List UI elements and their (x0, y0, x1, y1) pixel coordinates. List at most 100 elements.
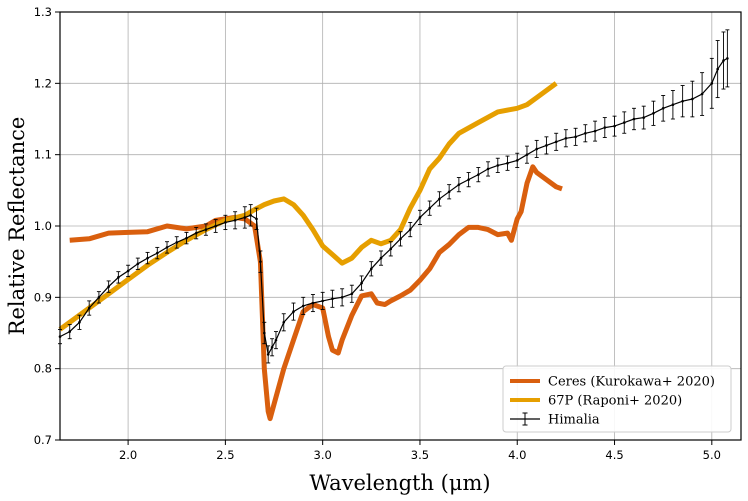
data-point (224, 221, 227, 224)
data-point (360, 281, 363, 285)
y-tick-label: 1.0 (34, 219, 52, 233)
series-line-himalia (59, 57, 728, 357)
y-tick-label: 0.8 (34, 362, 52, 376)
data-point (282, 321, 286, 324)
data-point (661, 107, 665, 110)
data-point (632, 117, 636, 121)
data-point (438, 197, 441, 201)
x-tick-label: 3.5 (411, 448, 429, 462)
data-point (117, 276, 120, 279)
data-point (185, 236, 188, 240)
data-point (700, 92, 704, 96)
data-point (593, 129, 597, 133)
x-tick-label: 2.0 (119, 448, 137, 462)
data-point (255, 217, 258, 221)
data-point (370, 267, 373, 271)
data-point (564, 136, 568, 140)
legend: Ceres (Kurokawa+ 2020) 67P (Raponi+ 2020… (502, 365, 732, 433)
series-errorbars-himalia (58, 29, 730, 364)
data-point (554, 140, 558, 144)
plot-area (58, 29, 730, 422)
data-point (194, 231, 198, 235)
y-axis-label: Relative Reflectance (5, 117, 29, 336)
data-point (467, 178, 470, 181)
data-point (447, 190, 451, 194)
data-point (710, 82, 714, 85)
y-tick-label: 1.3 (34, 5, 52, 19)
data-point (428, 206, 431, 210)
axis-ticks: 2.0 2.5 3.0 3.5 4.0 4.5 5.0 0.7 0.8 0.9 1.0 1.1 1.2 1… (34, 5, 721, 462)
y-tick-label: 1.2 (34, 76, 52, 90)
data-point (87, 306, 91, 310)
data-point (603, 126, 607, 129)
data-point (266, 353, 270, 356)
data-point (146, 256, 149, 260)
data-point (506, 161, 509, 165)
data-point (716, 67, 719, 71)
legend-swatch-himalia (510, 412, 540, 426)
data-point (350, 292, 354, 296)
legend-label-67p: 67P (Raponi+ 2020) (548, 394, 682, 409)
data-point (78, 321, 81, 324)
data-point (691, 97, 694, 101)
data-point (175, 241, 179, 244)
data-point (496, 164, 500, 167)
data-point (204, 228, 208, 231)
data-point (270, 345, 274, 349)
data-point (477, 173, 480, 176)
data-point (97, 296, 101, 299)
data-point (726, 57, 729, 60)
x-tick-label: 4.5 (605, 448, 623, 462)
data-point (535, 147, 538, 151)
data-point (486, 167, 490, 171)
data-point (671, 103, 675, 107)
data-point (722, 59, 725, 62)
data-point (107, 285, 110, 288)
data-point (292, 310, 295, 313)
data-point (584, 131, 587, 135)
data-point (233, 218, 237, 222)
data-point (379, 256, 383, 260)
data-point (249, 214, 252, 217)
data-point (681, 99, 684, 103)
data-point (259, 260, 262, 263)
y-tick-label: 0.9 (34, 290, 52, 304)
data-point (515, 159, 519, 162)
data-point (652, 111, 655, 115)
data-point (165, 246, 169, 249)
data-point (311, 301, 315, 305)
data-point (545, 144, 548, 147)
data-point (622, 121, 626, 124)
series-line-ceres (69, 164, 563, 422)
x-tick-label: 5.0 (703, 448, 721, 462)
data-point (274, 338, 278, 342)
data-point (68, 330, 72, 333)
data-point (243, 216, 247, 219)
data-point (340, 296, 344, 299)
x-axis-label: Wavelength (μm) (309, 471, 490, 495)
data-point (263, 331, 266, 335)
data-point (418, 216, 422, 219)
data-point (457, 183, 461, 186)
x-tick-label: 4.0 (508, 448, 526, 462)
data-point (389, 247, 393, 251)
data-point (301, 304, 305, 308)
x-tick-label: 3.0 (314, 448, 332, 462)
data-point (155, 251, 159, 255)
data-point (331, 297, 334, 301)
data-point (525, 153, 529, 156)
y-tick-label: 1.1 (34, 148, 52, 162)
legend-frame (502, 365, 732, 433)
series-line-67p (58, 81, 558, 332)
data-point (613, 124, 616, 128)
data-point (214, 224, 217, 228)
legend-label-himalia: Himalia (548, 413, 600, 428)
data-point (399, 237, 402, 241)
x-tick-label: 2.5 (216, 448, 234, 462)
data-point (408, 228, 412, 231)
data-point (574, 135, 577, 139)
data-point (126, 269, 130, 273)
data-point (136, 262, 140, 266)
legend-label-ceres: Ceres (Kurokawa+ 2020) (548, 375, 715, 390)
